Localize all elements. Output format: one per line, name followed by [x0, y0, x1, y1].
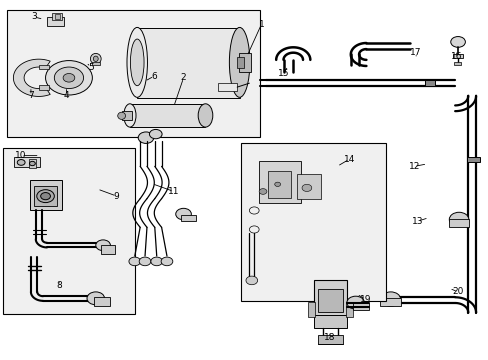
- Circle shape: [151, 257, 162, 266]
- Text: 19: 19: [359, 294, 370, 303]
- Bar: [47, 17, 64, 26]
- Circle shape: [63, 73, 75, 82]
- Text: 16: 16: [450, 52, 462, 61]
- Circle shape: [245, 276, 257, 285]
- Text: 20: 20: [451, 287, 463, 296]
- Bar: [137, 28, 239, 98]
- Text: 11: 11: [168, 187, 179, 196]
- Bar: [297, 174, 320, 199]
- Text: 9: 9: [114, 192, 120, 201]
- Bar: [317, 335, 342, 344]
- Bar: [3, 148, 135, 315]
- Circle shape: [149, 130, 162, 139]
- Circle shape: [346, 296, 364, 309]
- Bar: [259, 161, 300, 203]
- Circle shape: [129, 257, 141, 266]
- Bar: [6, 10, 260, 137]
- Bar: [130, 104, 205, 127]
- Circle shape: [17, 159, 25, 165]
- Bar: [307, 302, 315, 317]
- Bar: [101, 244, 115, 253]
- Ellipse shape: [93, 56, 98, 62]
- Bar: [467, 157, 479, 162]
- Text: 14: 14: [343, 155, 354, 164]
- Bar: [345, 302, 352, 317]
- Circle shape: [96, 240, 110, 251]
- Bar: [448, 220, 468, 227]
- Bar: [29, 159, 36, 168]
- Text: 18: 18: [324, 333, 335, 342]
- Circle shape: [139, 257, 151, 266]
- Circle shape: [274, 182, 280, 186]
- Circle shape: [380, 292, 400, 306]
- Text: 2: 2: [181, 73, 186, 82]
- Bar: [94, 297, 110, 306]
- Circle shape: [37, 190, 54, 203]
- Bar: [379, 298, 400, 306]
- Ellipse shape: [198, 104, 212, 127]
- Text: 3: 3: [31, 12, 37, 21]
- Text: 12: 12: [407, 162, 419, 171]
- Bar: [122, 111, 132, 120]
- Bar: [52, 13, 61, 21]
- Ellipse shape: [130, 39, 144, 86]
- Bar: [39, 64, 49, 69]
- Ellipse shape: [127, 27, 147, 97]
- Bar: [14, 157, 40, 167]
- Bar: [39, 85, 49, 90]
- Circle shape: [448, 212, 468, 226]
- Circle shape: [302, 184, 311, 192]
- Bar: [238, 53, 250, 72]
- Ellipse shape: [123, 104, 136, 127]
- Text: 15: 15: [277, 69, 289, 78]
- Bar: [317, 289, 342, 312]
- Circle shape: [29, 161, 35, 166]
- Ellipse shape: [229, 27, 249, 97]
- Text: 13: 13: [411, 217, 423, 226]
- Bar: [237, 57, 244, 68]
- Bar: [313, 315, 346, 328]
- Circle shape: [87, 292, 104, 305]
- Text: 5: 5: [88, 63, 94, 72]
- Ellipse shape: [118, 112, 125, 120]
- Bar: [34, 186, 57, 206]
- Circle shape: [259, 189, 266, 194]
- Bar: [452, 54, 462, 58]
- Polygon shape: [13, 59, 50, 96]
- Circle shape: [45, 60, 92, 95]
- Bar: [453, 62, 461, 65]
- Bar: [30, 180, 61, 211]
- Text: 8: 8: [56, 281, 62, 290]
- Circle shape: [138, 132, 154, 143]
- Text: 10: 10: [16, 151, 27, 160]
- Circle shape: [175, 208, 191, 220]
- Circle shape: [41, 193, 50, 200]
- Bar: [313, 280, 346, 316]
- Bar: [267, 171, 291, 198]
- Bar: [55, 14, 60, 19]
- Bar: [424, 80, 434, 86]
- Bar: [240, 143, 385, 301]
- Text: 6: 6: [151, 72, 157, 81]
- Bar: [352, 303, 368, 310]
- Text: 1: 1: [258, 19, 264, 28]
- Circle shape: [54, 67, 83, 89]
- Text: 4: 4: [63, 91, 69, 100]
- Bar: [181, 215, 195, 221]
- Circle shape: [450, 37, 465, 47]
- Text: 7: 7: [28, 91, 34, 100]
- Circle shape: [161, 257, 172, 266]
- Bar: [217, 83, 237, 91]
- Ellipse shape: [90, 53, 101, 64]
- Text: 17: 17: [409, 48, 421, 57]
- Bar: [92, 62, 100, 65]
